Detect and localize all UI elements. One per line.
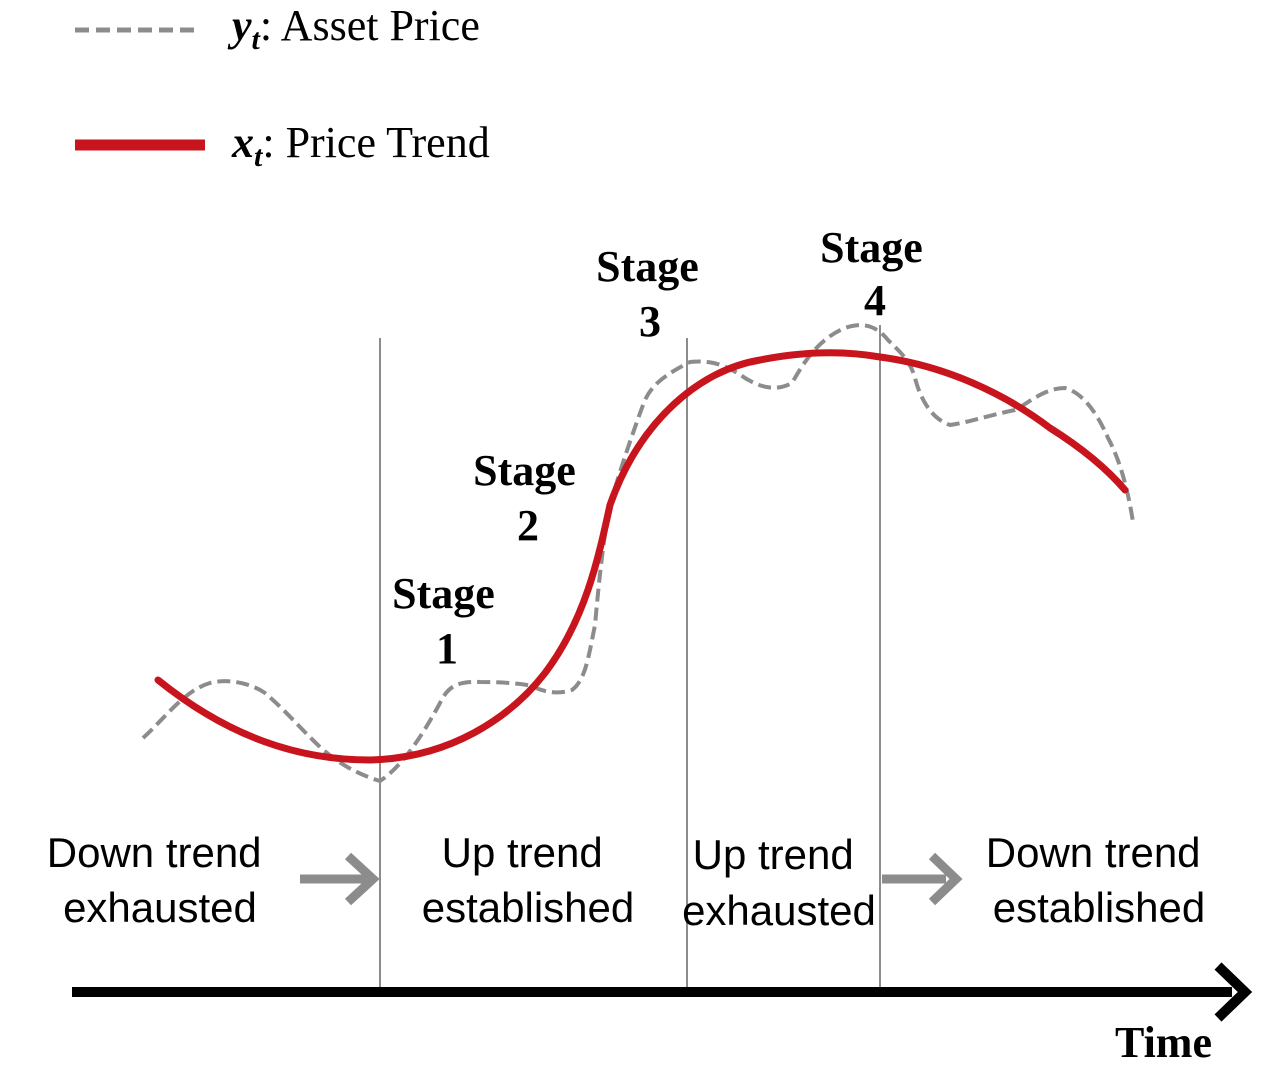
legend-price-text: : Asset Price [260,1,480,50]
legend-trend-subscript: t [254,140,264,173]
legend-trend-text: : Price Trend [262,118,489,167]
stage-4-label: Stage 4 [820,223,934,325]
phase-3-label: Up trend exhausted [682,831,876,934]
phase-3-line2: exhausted [682,887,876,934]
time-axis-label: Time [1115,1018,1212,1067]
time-axis-arrowhead [1214,962,1253,1022]
stage-3-number: 3 [639,297,661,346]
legend-price-subscript: t [252,23,262,56]
phase-1-label: Down trend exhausted [47,829,273,931]
transition-arrows [300,852,963,906]
stage-1-number: 1 [436,624,458,673]
stage-2-title: Stage [473,446,576,495]
price-trend-line [154,349,1129,764]
stage-1-label: Stage 1 [392,569,506,673]
phase-1-line1: Down trend [47,829,262,876]
stage-labels: Stage 1 Stage 2 Stage 3 Stage 4 [392,223,934,673]
asset-price-line [141,323,1135,784]
legend-price-symbol: y [227,1,252,50]
phase-1-line2: exhausted [63,884,257,931]
stage-4-title: Stage [820,223,923,272]
legend-price-label: yt: Asset Price [227,1,480,56]
transition-arrow-2 [882,852,963,906]
legend-trend-label: xt: Price Trend [231,118,490,173]
phase-4-line2: established [993,884,1205,931]
legend-trend-symbol: x [231,118,254,167]
stage-2-label: Stage 2 [473,446,587,550]
stage-2-number: 2 [517,501,539,550]
phase-3-line1: Up trend [693,831,854,878]
phase-labels: Down trend exhausted Up trend establishe… [47,829,1212,934]
transition-arrow-1 [300,852,380,906]
phase-4-line1: Down trend [986,829,1201,876]
time-axis: Time [72,962,1253,1067]
phase-2-label: Up trend established [422,829,634,931]
phase-4-label: Down trend established [986,829,1212,931]
legend: yt: Asset Price xt: Price Trend [75,1,490,173]
stage-1-title: Stage [392,569,495,618]
phase-2-line1: Up trend [442,829,603,876]
stage-3-label: Stage 3 [596,242,710,346]
stage-dividers [379,325,881,993]
phase-2-line2: established [422,884,634,931]
stage-3-title: Stage [596,242,699,291]
stage-4-number: 4 [864,276,886,325]
